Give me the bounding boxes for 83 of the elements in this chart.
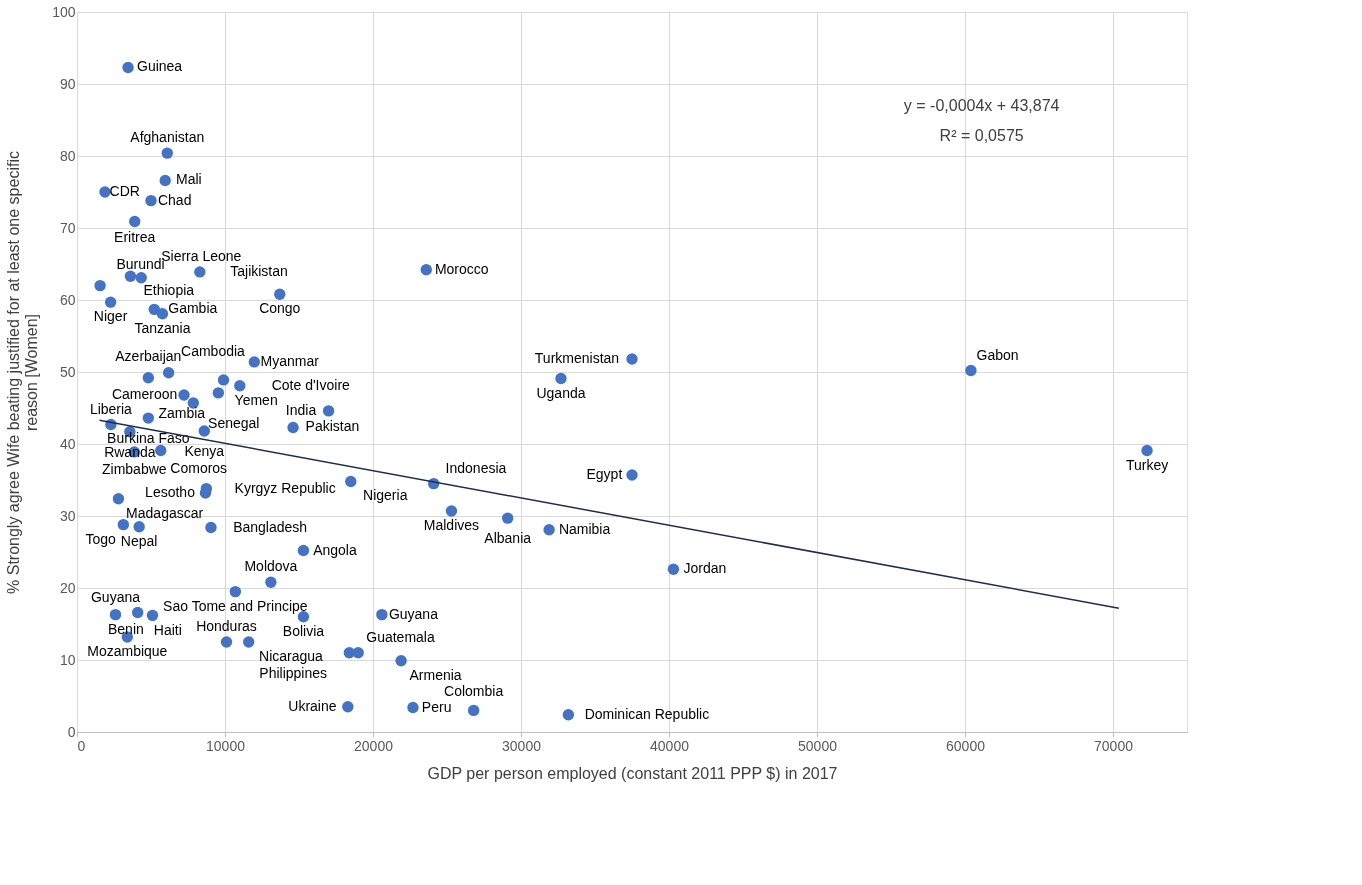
data-label: Guinea [137,58,183,75]
data-label: Morocco [434,260,489,277]
data-label: Armenia [409,666,462,683]
data-label: Peru [421,698,452,715]
data-label: Tajikistan [230,262,288,279]
data-label: Chad [157,191,192,208]
x-tick-label: 70000 [1094,737,1134,754]
x-axis-title: GDP per person employed (constant 2011 PPP $) in 2017 [427,764,838,782]
data-label: Mali [176,171,202,188]
data-label: Kyrgyz Republic [234,479,336,496]
y-tick-label: 10 [59,651,76,668]
data-label: Cameroon [111,386,178,403]
data-label: Niger [93,308,128,325]
data-label: Nicaragua [259,648,324,665]
data-label: Turkmenistan [534,350,620,367]
data-label: Egypt [586,465,623,482]
data-label: Azerbaijan [115,347,182,364]
data-label: Cambodia [181,342,246,359]
y-tick-label: 30 [59,507,76,524]
x-tick-label: 40000 [650,737,690,754]
annotation: R² = 0,0575 [939,126,1024,144]
x-tick-label: 20000 [354,737,394,754]
data-label: Myanmar [260,352,320,369]
data-label: Benin [107,621,144,638]
data-label: Nepal [120,532,158,549]
x-tick-label: 60000 [946,737,986,754]
data-label: Ethiopia [143,282,195,299]
data-label: Angola [313,541,357,558]
data-label: Nigeria [363,487,408,504]
x-tick-label: 50000 [798,737,838,754]
data-label: Eritrea [114,229,156,246]
data-label: Pakistan [305,418,360,435]
data-label: Jordan [683,560,727,577]
x-tick-label: 10000 [206,737,246,754]
data-label: Zambia [158,404,206,421]
data-label: Turkey [1125,456,1169,473]
data-label: Namibia [558,520,611,537]
data-label: Gambia [168,300,218,317]
y-tick-label: 0 [67,723,76,740]
data-label: Albania [484,530,532,547]
data-label: Tanzania [134,319,191,336]
data-label: Comoros [170,460,228,477]
data-label: Moldova [244,558,298,575]
data-label: Togo [85,530,117,547]
data-label: Madagascar [126,504,204,521]
y-tick-label: 90 [59,75,76,92]
y-tick-label: 60 [59,291,76,308]
data-label: Indonesia [445,459,507,476]
y-tick-label: 70 [59,219,76,236]
data-label: Congo [259,300,301,317]
data-label: Zimbabwe [101,461,167,478]
data-label: Uganda [536,384,586,401]
data-label: Bangladesh [233,518,308,535]
annotation: y = -0,0004x + 43,874 [903,96,1060,114]
y-tick-label: 50 [59,363,76,380]
y-tick-label: 80 [59,147,76,164]
data-label: Sao Tome and Principe [163,597,308,614]
data-label: Philippines [259,664,328,681]
y-tick-label: 100 [52,3,76,20]
data-label: Dominican Republic [584,705,710,722]
data-label: Guyana [90,589,141,606]
data-label: Senegal [208,415,260,432]
y-tick-label: 20 [59,579,76,596]
data-label: Lesotho [145,483,196,500]
data-label: Ukraine [288,697,337,714]
y-tick-label: 40 [59,435,76,452]
data-label: Maldives [423,517,480,534]
data-label: Gabon [976,346,1019,363]
data-label: Haiti [153,622,182,639]
data-label: Liberia [89,400,133,417]
data-label: Colombia [444,682,504,699]
data-label: Yemen [234,391,278,408]
data-label: Mozambique [87,643,168,660]
data-label: Afghanistan [130,129,205,146]
data-label: CDR [109,183,140,199]
data-label: Bolivia [282,622,325,639]
data-label: Honduras [196,617,257,634]
data-label: Guyana [388,605,439,622]
data-label: Guatemala [366,628,435,645]
data-label: India [285,401,317,418]
data-label: Cote d'Ivoire [271,376,351,393]
x-tick-label: 30000 [502,737,542,754]
y-axis-title: % Strongly agree Wife beating justified for at least one specific reason [Women] [5,151,41,594]
